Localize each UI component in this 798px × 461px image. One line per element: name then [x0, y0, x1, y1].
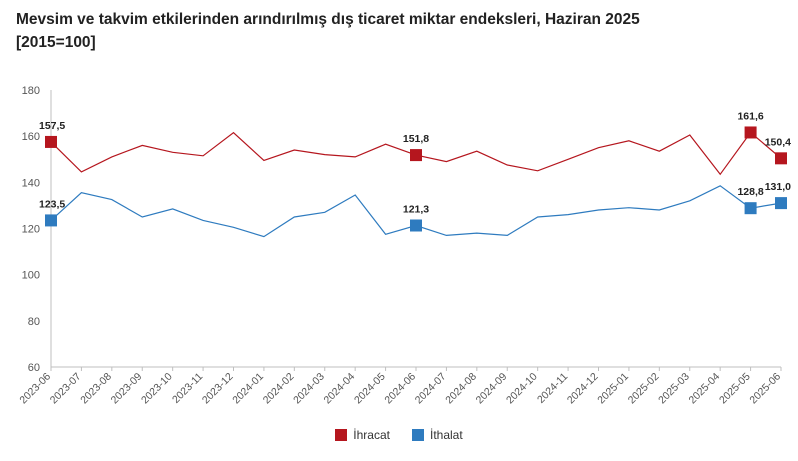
data-marker-ithalat: [45, 214, 57, 227]
x-tick-label: 2024-07: [413, 371, 449, 407]
data-label-ihracat: 150,4: [765, 136, 791, 148]
data-marker-ithalat: [744, 202, 757, 215]
x-tick-label: 2023-10: [139, 371, 175, 407]
data-marker-ihracat: [410, 149, 422, 162]
x-tick-label: 2023-11: [170, 371, 205, 406]
x-tick-label: 2023-06: [17, 371, 53, 407]
chart-title-text: Mevsim ve takvim etkilerinden arındırılm…: [16, 11, 640, 28]
x-tick-label: 2023-08: [78, 371, 114, 407]
y-tick-label: 80: [28, 316, 40, 328]
data-label-ihracat: 161,6: [737, 110, 763, 122]
x-tick-label: 2025-03: [656, 371, 692, 407]
data-marker-ihracat: [45, 135, 57, 148]
data-label-ithalat: 131,0: [765, 181, 791, 193]
legend: İhracat İthalat: [0, 428, 798, 442]
x-tick-label: 2024-11: [535, 371, 570, 406]
x-tick-label: 2024-03: [291, 371, 327, 407]
data-marker-ihracat: [775, 152, 787, 165]
x-tick-label: 2024-01: [230, 371, 266, 407]
x-tick-label: 2024-09: [474, 371, 510, 407]
legend-swatch-ithalat: [411, 429, 424, 441]
data-label-ihracat: 157,5: [39, 120, 65, 132]
x-tick-label: 2024-02: [261, 371, 297, 407]
chart-subtitle: [2015=100]: [16, 34, 96, 51]
x-tick-label: 2024-12: [565, 371, 601, 407]
legend-item-ihracat[interactable]: İhracat: [335, 428, 390, 442]
x-tick-label: 2024-10: [504, 371, 540, 407]
x-tick-label: 2025-01: [595, 371, 631, 407]
chart-title: Mevsim ve takvim etkilerinden arındırılm…: [16, 8, 786, 54]
x-tick-label: 2024-05: [352, 371, 388, 407]
x-tick-label: 2024-08: [443, 371, 479, 407]
data-marker-ihracat: [744, 126, 757, 139]
y-tick-label: 160: [22, 131, 40, 143]
x-tick-label: 2023-07: [48, 371, 84, 407]
x-tick-label: 2025-04: [687, 371, 723, 407]
x-tick-label: 2023-12: [200, 371, 236, 407]
legend-label-ihracat: İhracat: [353, 428, 390, 442]
data-marker-ithalat: [775, 197, 787, 210]
legend-swatch-ihracat: [335, 429, 348, 441]
data-label-ihracat: 151,8: [403, 133, 429, 145]
y-tick-label: 180: [22, 85, 40, 97]
x-tick-label: 2024-04: [322, 371, 358, 407]
data-label-ithalat: 123,5: [39, 198, 65, 210]
x-tick-label: 2023-09: [109, 371, 145, 407]
y-tick-label: 100: [22, 270, 40, 282]
x-tick-label: 2025-06: [747, 371, 783, 407]
x-tick-label: 2025-05: [717, 371, 753, 407]
data-label-ithalat: 121,3: [403, 203, 429, 215]
y-tick-label: 120: [22, 224, 40, 236]
x-tick-label: 2024-06: [382, 371, 418, 407]
legend-label-ithalat: İthalat: [429, 428, 463, 442]
y-tick-label: 140: [22, 177, 40, 189]
x-tick-label: 2025-02: [626, 371, 662, 407]
legend-item-ithalat[interactable]: İthalat: [411, 428, 463, 442]
y-tick-label: 60: [28, 362, 40, 374]
data-label-ithalat: 128,8: [737, 186, 763, 198]
data-marker-ithalat: [410, 219, 422, 232]
